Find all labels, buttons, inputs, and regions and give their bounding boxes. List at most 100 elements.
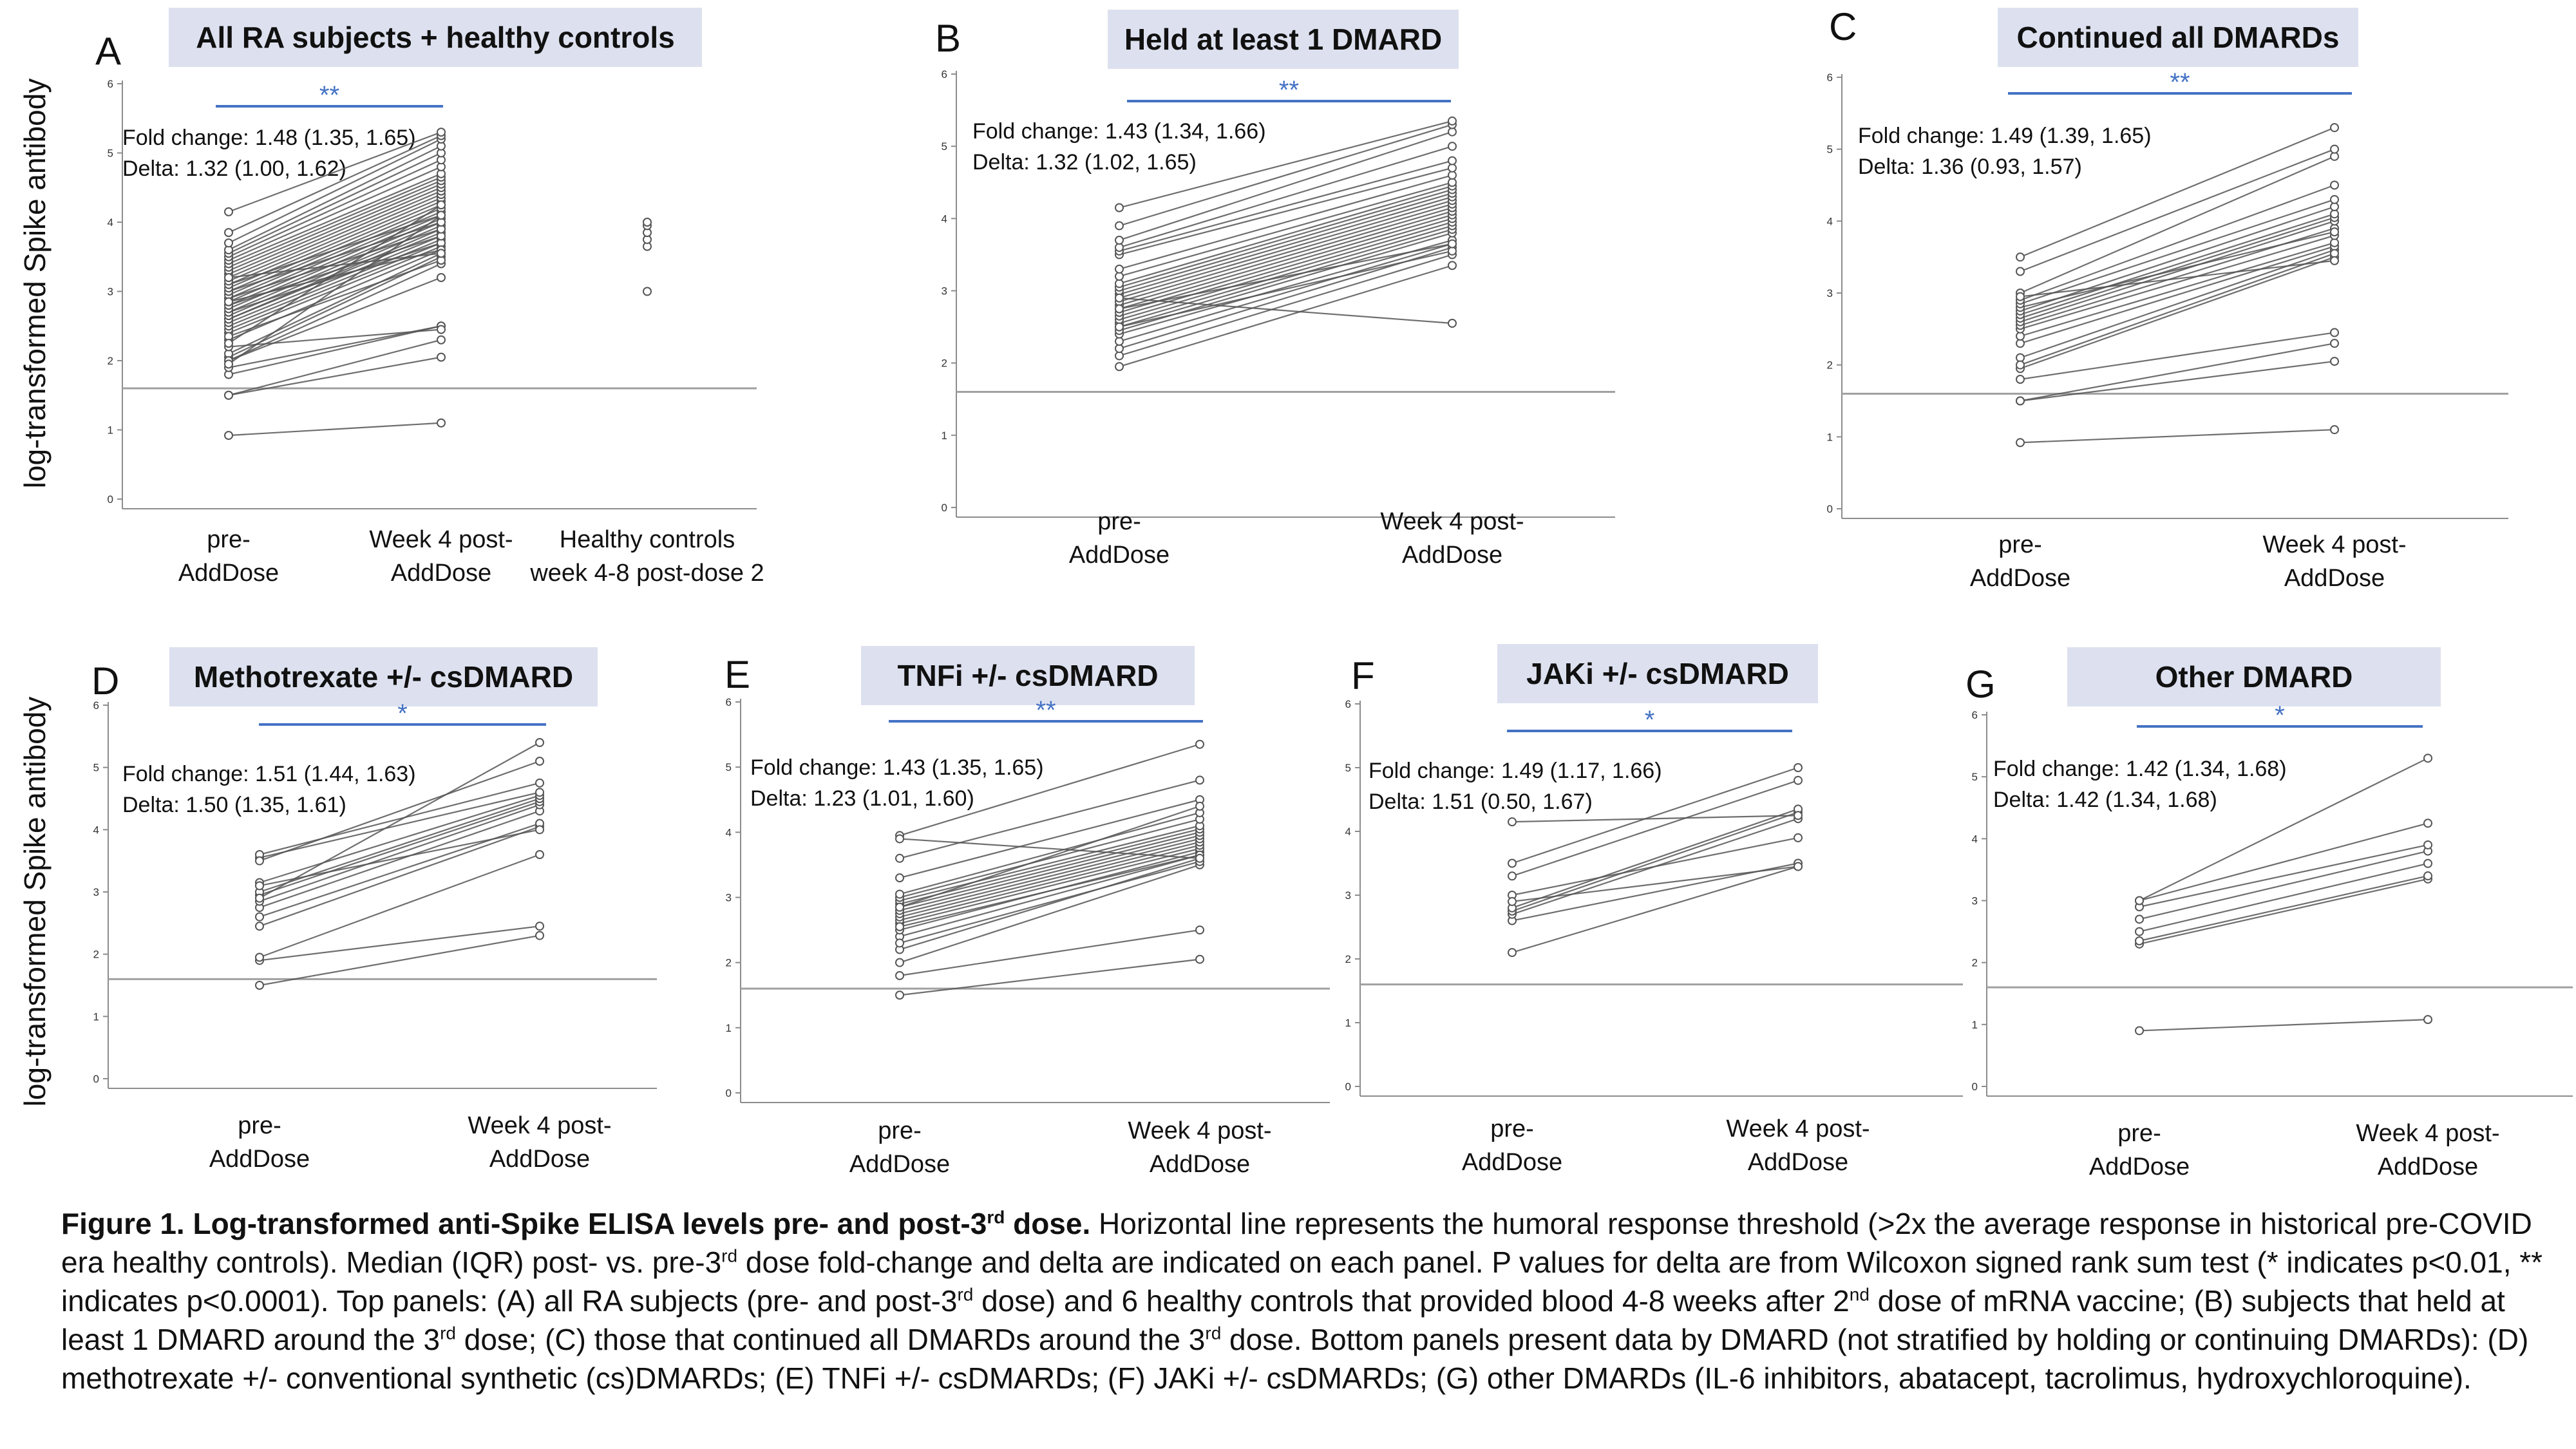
pre-point [224, 228, 233, 238]
subject-line [899, 835, 1200, 911]
delta-annotation: Delta: 1.50 (1.35, 1.61) [122, 793, 346, 817]
y-tick-label: 1 [942, 430, 947, 442]
pre-point [895, 971, 904, 980]
x-category-label-line: pre- [207, 526, 251, 553]
post-point [2423, 1015, 2432, 1025]
post-point [535, 757, 544, 766]
pre-point [2135, 914, 2144, 924]
x-category-label: Week 4 post- AddDose [1128, 1117, 1271, 1178]
subject-line [2139, 878, 2429, 945]
subject-line [1119, 196, 1453, 296]
subject-line [1119, 254, 1453, 357]
y-tick-label: 1 [1827, 431, 1833, 443]
pre-point [895, 922, 904, 932]
pre-point [224, 390, 233, 400]
subject-line [899, 854, 1200, 928]
subject-line [228, 138, 442, 244]
pre-point [895, 938, 904, 948]
subject-line [2139, 1019, 2429, 1032]
y-tick-label: 6 [726, 696, 732, 708]
x-category-label: Week 4 post- AddDose [1380, 508, 1524, 569]
subject-line [228, 249, 442, 303]
panel-g: G Other DMARD 0 1 2 3 4 5 6 * Fold change: 1.42 (1… [1965, 647, 2573, 1180]
y-tick-label: 3 [1827, 287, 1833, 299]
y-axis-label-top: log-transformed Spike antibody [18, 79, 52, 489]
subject-line [1119, 218, 1453, 317]
subject-line [228, 204, 442, 345]
post-point [437, 273, 446, 282]
y-tick-label: 3 [1972, 895, 1978, 907]
caption-title: Figure 1. Log-transformed anti-Spike ELI… [61, 1207, 1091, 1240]
y-tick-label: 2 [1827, 359, 1833, 372]
subject-line [899, 857, 1200, 951]
y-tick-label: 4 [942, 213, 947, 225]
y-tick-label: 2 [726, 957, 732, 969]
panel-e: E TNFi +/- csDMARD 0 1 2 3 4 5 6 ** Fold change: 1… [724, 646, 1330, 1178]
control-point [643, 218, 652, 227]
pre-point [2135, 936, 2144, 946]
x-category-label-line: pre- [1490, 1115, 1534, 1142]
x-category-label: Week 4 post- AddDose [468, 1112, 611, 1173]
x-category-label: pre- AddDose [2089, 1120, 2190, 1180]
subject-line [259, 760, 540, 862]
pre-point [224, 431, 233, 440]
subject-line [259, 826, 540, 927]
subject-line [228, 328, 442, 348]
subject-line [1119, 160, 1453, 252]
fold-change-annotation: Fold change: 1.49 (1.17, 1.66) [1368, 759, 1662, 783]
pre-point [1115, 293, 1124, 303]
fold-change-annotation: Fold change: 1.43 (1.35, 1.65) [750, 755, 1044, 780]
subject-line [2020, 343, 2335, 402]
panel-title: Held at least 1 DMARD [1124, 23, 1442, 56]
subject-line [2020, 213, 2335, 316]
x-category-label-line: pre- [1998, 531, 2042, 558]
subject-line [259, 934, 540, 987]
significance-marker: ** [1279, 76, 1299, 104]
y-tick-label: 6 [93, 699, 99, 712]
subject-line [228, 187, 442, 279]
x-category-label-line: pre- [238, 1112, 281, 1139]
x-category-label-line: AddDose [2284, 565, 2385, 592]
post-point [2330, 357, 2339, 366]
post-point [535, 825, 544, 835]
subject-line [899, 825, 1200, 902]
panel-f: F JAKi +/- csDMARD 0 1 2 3 4 5 6 * Fold change: 1.… [1345, 644, 1963, 1176]
panel-a: A All RA subjects + healthy controls 0 1 2 3 4… [95, 8, 764, 587]
post-point [1448, 116, 1457, 126]
panel-title: Continued all DMARDs [2017, 21, 2340, 54]
subject-line [899, 844, 1200, 921]
post-point [437, 335, 446, 345]
y-tick-label: 0 [726, 1087, 732, 1099]
subject-line [1511, 766, 1799, 864]
subject-line [259, 853, 540, 958]
x-category-label-line: Week 4 post- [2356, 1120, 2499, 1147]
pre-point [895, 958, 904, 967]
x-category-label: pre- AddDose [1462, 1115, 1562, 1176]
y-tick-label: 1 [1972, 1019, 1978, 1031]
subject-line [2020, 242, 2335, 337]
y-tick-label: 6 [1972, 709, 1978, 721]
panel-title: TNFi +/- csDMARD [897, 659, 1158, 692]
subject-line [2020, 260, 2335, 298]
control-point [643, 287, 652, 296]
subject-line [1119, 124, 1453, 227]
pre-point [1508, 871, 1517, 881]
subject-line [1119, 182, 1453, 278]
pre-point [224, 297, 233, 307]
pre-point [1115, 221, 1124, 231]
pre-point [255, 856, 264, 866]
pre-point [2016, 360, 2025, 370]
pre-point [2016, 396, 2025, 406]
x-category-label-line: Week 4 post- [2262, 531, 2406, 558]
panel-letter: B [935, 17, 961, 60]
post-point [437, 211, 446, 220]
post-point [1794, 833, 1803, 842]
y-tick-label: 1 [726, 1022, 732, 1034]
pre-point [895, 902, 904, 912]
panel-title-box [169, 647, 598, 706]
x-category-label-line: AddDose [489, 1146, 590, 1173]
subject-line [228, 190, 442, 282]
panel-title-box [1497, 644, 1818, 703]
panel-title-box [2067, 647, 2441, 706]
subject-line [2139, 844, 2429, 908]
